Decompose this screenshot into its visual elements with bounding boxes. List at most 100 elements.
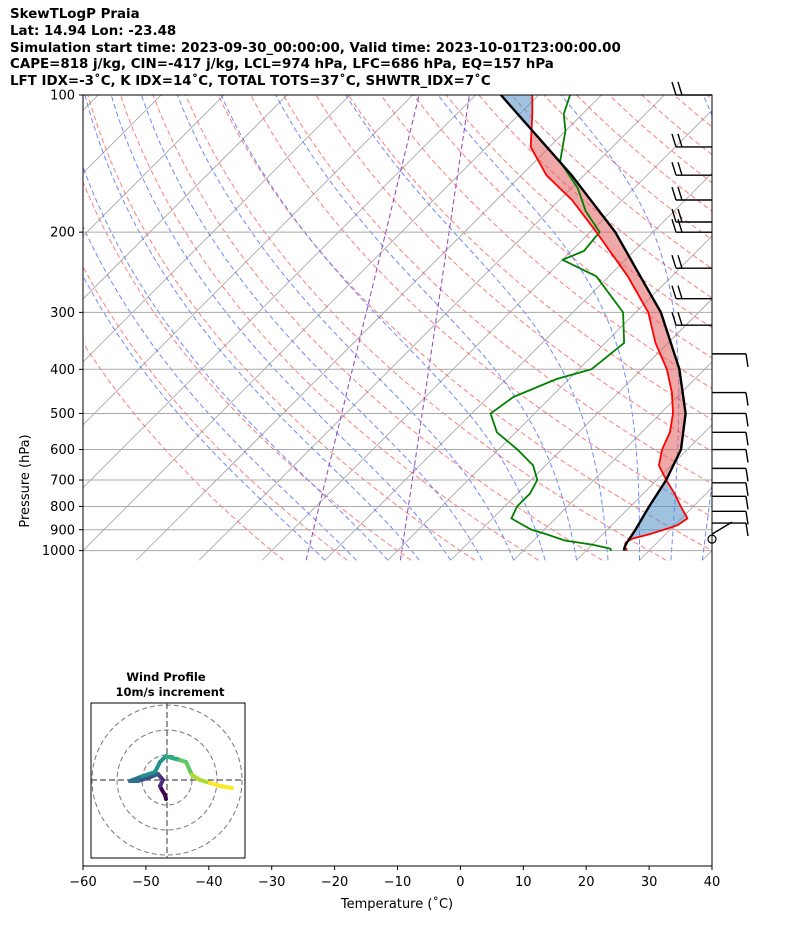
wind-barb xyxy=(712,412,749,427)
y-tick-label: 400 xyxy=(50,363,75,378)
barb-flag xyxy=(671,133,677,148)
barb-flag xyxy=(745,449,749,463)
dry-adiabat-line xyxy=(185,95,667,561)
y-tick-label: 500 xyxy=(50,407,75,422)
isotherm-line xyxy=(83,95,351,363)
hodograph-segment xyxy=(218,784,234,790)
dry-adiabat-line xyxy=(673,95,712,128)
y-axis: 1000 900 800 700 600 500 400 300 200 100 xyxy=(42,89,83,559)
dry-adiabat-line xyxy=(706,95,712,100)
wind-barb xyxy=(712,353,749,367)
isotherm-line xyxy=(450,298,712,561)
dry-adiabat-line xyxy=(413,95,712,359)
y-tick-label: 100 xyxy=(50,89,75,104)
index-line: LFT IDX=-3˚C, K IDX=14˚C, TOTAL TOTS=37˚… xyxy=(10,74,491,90)
dry-adiabat-line xyxy=(83,341,284,561)
temperature-line xyxy=(529,95,689,552)
isotherm-line xyxy=(765,95,794,560)
wind-barb xyxy=(712,431,749,446)
barb-flag xyxy=(677,285,683,299)
moist-adiabat-line xyxy=(83,274,326,561)
barb-flag xyxy=(671,255,677,269)
y-tick-label: 800 xyxy=(50,500,75,515)
isotherm-line xyxy=(198,95,665,561)
dry-adiabat-line xyxy=(608,95,712,184)
wind-barb xyxy=(671,162,712,176)
moist-adiabat-line xyxy=(84,95,420,561)
wind-barb xyxy=(671,255,712,269)
background-lines xyxy=(83,95,794,561)
wind-barb xyxy=(671,218,712,233)
barb-flag xyxy=(677,186,683,201)
barb-flag xyxy=(671,162,677,176)
isotherm-line xyxy=(83,95,476,489)
wind-barb xyxy=(671,208,712,223)
isotherm-line xyxy=(261,109,712,561)
x-tick-label: 10 xyxy=(515,875,532,890)
wind-barb xyxy=(712,522,749,537)
x-tick-label: −30 xyxy=(258,875,285,890)
wind-barb xyxy=(671,186,712,201)
x-tick-label: −40 xyxy=(195,875,222,890)
barb-flag xyxy=(677,255,683,269)
x-tick-label: 40 xyxy=(704,875,721,890)
parcel-line xyxy=(499,95,687,551)
dry-adiabat-line xyxy=(380,95,712,390)
pressure-gridlines xyxy=(83,94,712,552)
sounding-profiles xyxy=(489,95,689,552)
moist-adiabat-line xyxy=(560,95,680,561)
isotherm-line xyxy=(83,95,225,237)
chart-title: SkewTLogP Praia xyxy=(10,7,140,22)
barb-flag xyxy=(677,218,683,233)
inset-title: Wind Profile xyxy=(126,670,206,684)
barb-flag xyxy=(677,311,683,326)
hodograph-segment xyxy=(128,774,145,783)
dry-adiabat-line xyxy=(250,95,712,518)
isotherm-line xyxy=(702,550,712,561)
x-tick-label: 30 xyxy=(641,875,658,890)
barb-flag xyxy=(671,186,677,201)
dry-adiabat-line xyxy=(119,95,539,561)
moist-adiabat-line xyxy=(345,95,609,561)
cape-line: CAPE=818 j/kg, CIN=-417 j/kg, LCL=974 hP… xyxy=(10,57,554,73)
barb-flag xyxy=(671,218,677,233)
barb-flag xyxy=(745,522,749,537)
barb-flag xyxy=(677,162,683,176)
isotherm-line xyxy=(324,172,712,561)
x-tick-label: −10 xyxy=(384,875,411,890)
wind-barb xyxy=(671,81,712,96)
y-tick-label: 600 xyxy=(50,443,75,458)
time-line: Simulation start time: 2023-09-30_00:00:… xyxy=(10,40,621,56)
isotherm-line xyxy=(83,95,539,552)
dry-adiabat-line xyxy=(315,95,712,453)
moist-adiabat-line xyxy=(110,95,452,561)
chart-header: SkewTLogP Praia Lat: 14.94 Lon: -23.48 S… xyxy=(10,7,621,91)
dry-adiabat-line xyxy=(83,180,412,561)
x-tick-label: 0 xyxy=(456,875,464,890)
moist-adiabat-line xyxy=(83,225,357,561)
cape-area xyxy=(530,131,686,480)
x-axis-label: Temperature (˚C) xyxy=(340,896,453,912)
wind-profile-inset: Wind Profile 10m/s increment xyxy=(90,670,246,859)
hodograph-segment xyxy=(141,770,157,778)
inset-subtitle: 10m/s increment xyxy=(116,685,225,699)
wind-barb xyxy=(671,311,712,326)
isotherm-line xyxy=(387,235,712,561)
hodograph-segment xyxy=(184,760,194,777)
y-tick-label: 900 xyxy=(50,523,75,538)
x-tick-label: −20 xyxy=(321,875,348,890)
barb-flag xyxy=(745,353,749,367)
wind-barb xyxy=(712,495,749,510)
y-tick-label: 700 xyxy=(50,474,75,489)
barb-flag xyxy=(745,496,749,510)
barb-flag xyxy=(745,413,749,427)
dry-adiabat-line xyxy=(478,95,712,299)
dry-adiabat-line xyxy=(83,265,348,561)
wind-barb xyxy=(712,482,749,496)
barb-flag xyxy=(745,511,749,525)
x-tick-label: −50 xyxy=(132,875,159,890)
barb-flag xyxy=(745,482,749,496)
barb-flag xyxy=(745,392,749,406)
calm-circle xyxy=(707,534,717,544)
